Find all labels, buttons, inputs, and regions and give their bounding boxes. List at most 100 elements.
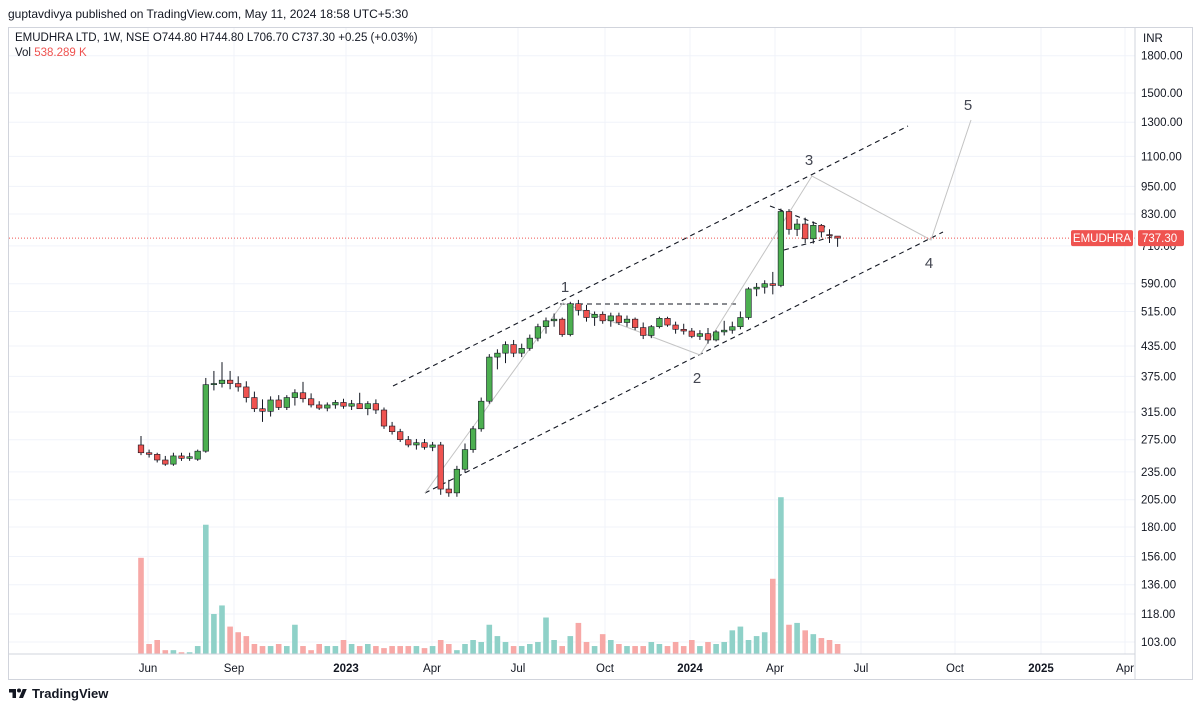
x-tick-label: 2023 [333,663,359,675]
candle-body [777,211,784,286]
candle-body [607,315,614,322]
wave-labels: 1 2 3 4 5 EMUDHRA 737.30 [561,97,1184,387]
volume-bar [203,524,209,654]
volume-bar [753,636,760,654]
x-tick-label: Jul [511,663,526,675]
candle-body [502,344,509,354]
candle-body [802,223,809,240]
candle-body [413,442,420,446]
volume-bar [397,646,403,654]
volume-bar [162,650,169,654]
volume-bar [527,644,533,654]
candle-body [696,333,703,337]
y-tick-label: 136.00 [1141,580,1176,592]
candle-body [235,383,242,388]
symbol-title[interactable]: EMUDHRA LTD, 1W, NSE [15,32,150,44]
candle-body [712,331,720,341]
currency-label: INR [1143,33,1163,45]
candle-body [526,337,533,349]
volume-bar [802,630,808,654]
volume-bar [535,642,541,654]
triangle-upper-line [769,205,829,229]
volume-bar [178,652,185,654]
candle-body [397,431,404,440]
y-tick-label: 590.00 [1141,279,1176,291]
y-tick-label: 103.00 [1141,637,1176,649]
chart-panel[interactable] [8,27,1193,680]
candle-body [542,320,550,328]
x-tick-label: Apr [766,663,784,675]
volume-bar [365,644,371,654]
candle-body [275,399,282,408]
axes: 1800.00 1500.00 1300.00 1100.00 950.00 830.00… [9,28,1183,679]
candle-body [291,392,299,398]
x-tick-label: Sep [224,663,244,675]
volume-bar [680,646,687,654]
volume-bar [648,642,655,654]
volume-bar [243,636,250,654]
y-tick-label: 156.00 [1141,551,1176,563]
volume-bar [389,646,395,654]
volume-bar [170,650,177,654]
candle-body [186,456,193,459]
volume-bar [672,642,679,654]
volume-bar [316,644,322,654]
volume-bar [770,578,776,654]
symbol-price-tag-bg [1071,230,1133,247]
candle-body [737,317,744,328]
candle-body [461,449,469,470]
candle-body [170,455,177,465]
candle-body [688,330,695,337]
candle-body [818,225,825,233]
volume-bar [437,640,444,654]
candle-body [672,324,679,330]
x-tick-label: Oct [946,663,965,675]
candle-body [575,303,582,311]
volume-bar [454,650,460,654]
candle-body [227,379,234,384]
candle-body [656,318,663,328]
candle-body [162,459,169,465]
y-tick-label: 315.00 [1141,407,1176,419]
candle-body [251,397,258,410]
volume-bar [551,640,557,654]
volume-bar [251,644,258,654]
y-tick-label: 830.00 [1141,209,1176,221]
volume-bar [591,646,598,654]
candle-body [704,333,712,341]
candle-body [631,318,639,328]
volume-bar [429,646,436,654]
candle-body [137,444,145,454]
volume-bar [826,640,833,654]
candle-body [332,402,339,406]
wave-label: 3 [805,152,813,169]
candle-body [210,383,218,385]
channel-lower-line [424,231,944,494]
volume-bar [583,642,590,654]
volume-bar [608,640,614,654]
candlesticks [137,208,841,497]
tradingview-footer[interactable]: TradingView [8,686,108,701]
candle-body [316,404,323,409]
candle-body [810,225,817,240]
volume-bar [267,646,274,654]
candle-body [307,398,315,406]
candle-body [202,384,209,452]
x-tick-label: 2024 [677,663,703,675]
y-tick-label: 1500.00 [1141,88,1183,100]
x-tick-label: Oct [596,663,615,675]
candle-body [405,439,412,446]
volume-bar [154,640,160,654]
volume-bar [219,605,225,654]
volume-bar [640,646,646,654]
y-tick-label: 118.00 [1141,609,1175,621]
volume-bar [284,646,290,654]
last-price-tag-bg [1138,230,1184,247]
volume-label[interactable]: Vol [15,47,31,59]
candle-body [178,455,185,459]
volume-bar [502,642,509,654]
volume-bar [138,557,144,654]
candle-body [478,400,485,430]
volume-bar [745,640,752,654]
